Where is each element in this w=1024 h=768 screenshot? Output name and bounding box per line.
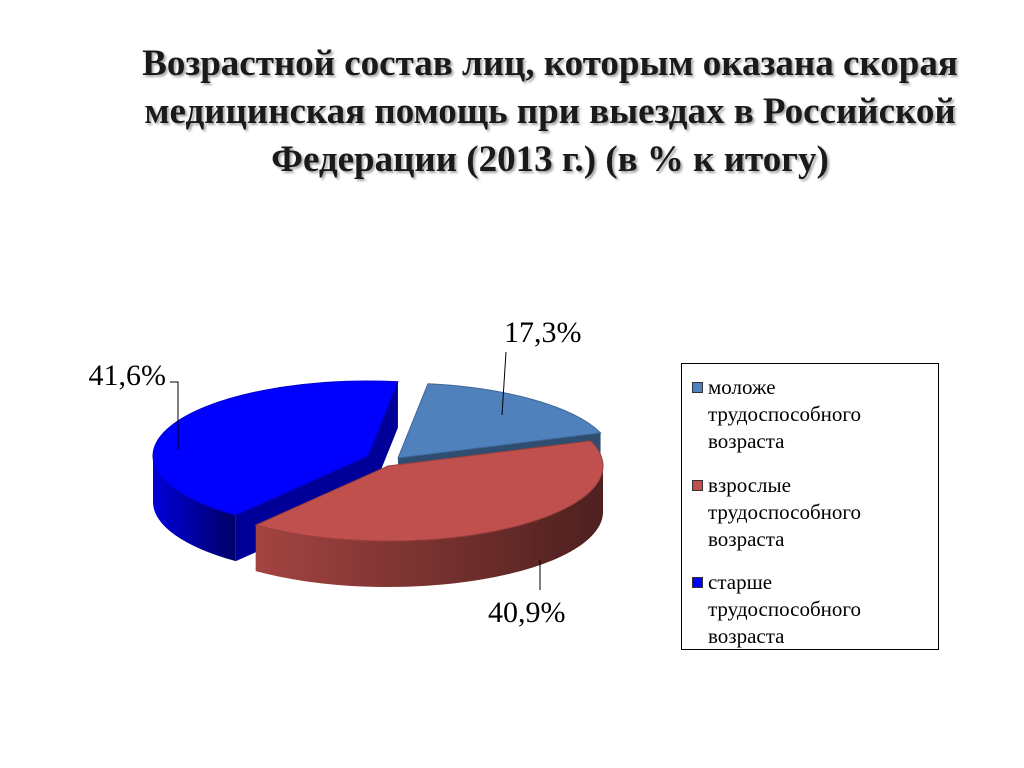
legend-item-young: моложе трудоспособного возраста — [692, 374, 928, 455]
legend-item-elderly: старше трудоспособного возраста — [692, 569, 928, 650]
slice-top-young — [397, 383, 602, 459]
legend-swatch-elderly — [692, 577, 703, 588]
legend-label-elderly: старше трудоспособного возраста — [708, 570, 861, 648]
leader-line-elderly — [170, 381, 179, 450]
data-label-working: 40,9% — [488, 596, 566, 629]
slice-top-elderly — [152, 380, 399, 516]
legend-label-working: взрослые трудоспособного возраста — [708, 473, 861, 551]
slice-top-working — [254, 440, 604, 542]
legend-swatch-young — [692, 382, 703, 393]
legend-swatch-working — [692, 480, 703, 491]
legend-item-working: взрослые трудоспособного возраста — [692, 472, 928, 553]
data-label-elderly: 41,6% — [89, 359, 167, 392]
leader-line-young — [501, 351, 507, 416]
data-label-young: 17,3% — [504, 316, 582, 349]
chart-title: Возрастной состав лиц, которым оказана с… — [142, 43, 958, 180]
slice-side-elderly — [153, 456, 236, 562]
legend: моложе трудоспособного возраста взрослые… — [681, 363, 939, 650]
pie-slice-working — [254, 440, 604, 587]
legend-label-young: моложе трудоспособного возраста — [708, 375, 861, 453]
slice-side-working — [255, 466, 604, 587]
